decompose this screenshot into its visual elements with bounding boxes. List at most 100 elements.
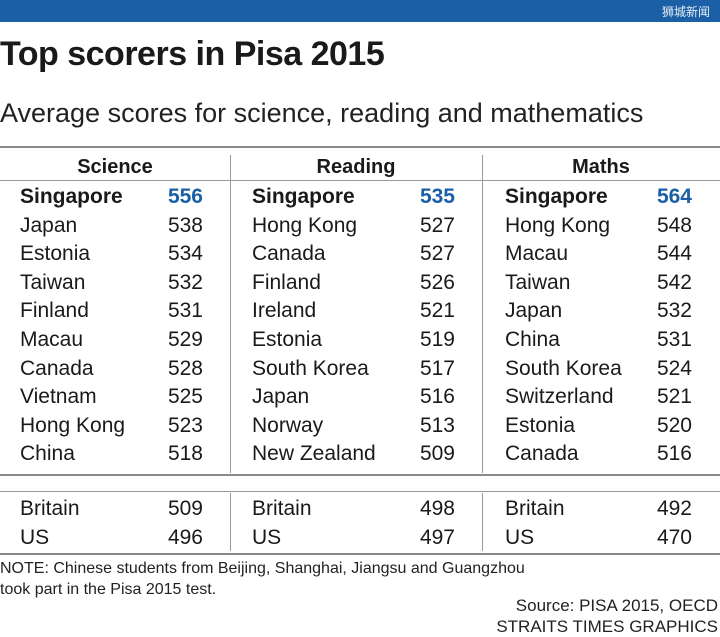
reading-score-value: 521 [419, 299, 455, 323]
top-color-bar [0, 0, 720, 22]
reading-row: Singapore 535 [252, 183, 455, 211]
maths-score-value: 470 [656, 525, 692, 549]
maths-score-value: 524 [656, 356, 692, 380]
maths-country-label: Canada [505, 442, 579, 466]
science-country-label: Vietnam [20, 385, 97, 409]
reading-country-label: South Korea [252, 356, 369, 380]
science-country-label: Macau [20, 328, 84, 351]
maths-score-value: 532 [656, 299, 692, 323]
reading-country-label: Canada [252, 242, 326, 266]
maths-row: China 531 [505, 326, 692, 354]
chart-subtitle: Average scores for science, reading and … [0, 98, 644, 128]
maths-country-label: Hong Kong [505, 213, 611, 237]
science-country-label: Britain [20, 497, 80, 520]
science-row: Britain 509 [20, 495, 203, 523]
column-divider-1-lower [230, 493, 231, 551]
science-row: Japan 538 [20, 212, 203, 240]
reading-row: Canada 527 [252, 240, 455, 268]
science-country-label: Japan [20, 213, 78, 237]
science-row: US 496 [20, 524, 203, 552]
science-row: Finland 531 [20, 297, 203, 325]
reading-country-label: Singapore [252, 185, 355, 208]
maths-row: Japan 532 [505, 297, 692, 325]
science-country-label: Finland [20, 299, 89, 323]
footnote-line-1: NOTE: Chinese students from Beijing, Sha… [0, 560, 525, 577]
science-row: Taiwan 532 [20, 269, 203, 297]
footnote-line-2: took part in the Pisa 2015 test. [0, 581, 217, 598]
maths-row: Estonia 520 [505, 412, 692, 440]
maths-row: Switzerland 521 [505, 383, 692, 411]
reading-country-label: New Zealand [252, 442, 376, 466]
column-divider-2-lower [482, 493, 483, 551]
science-row: Vietnam 525 [20, 383, 203, 411]
science-country-label: Taiwan [20, 270, 86, 294]
maths-row: Britain 492 [505, 495, 692, 523]
maths-row: South Korea 524 [505, 355, 692, 383]
reading-row: Japan 516 [252, 383, 455, 411]
footnote: NOTE: Chinese students from Beijing, Sha… [0, 558, 600, 600]
reading-score-value: 517 [419, 356, 455, 380]
maths-score-value: 531 [656, 328, 692, 351]
maths-row: Hong Kong 548 [505, 212, 692, 240]
maths-score-value: 564 [656, 185, 692, 208]
reading-score-value: 519 [419, 328, 455, 351]
reading-score-value: 527 [419, 213, 455, 237]
reading-row: US 497 [252, 524, 455, 552]
table-bottom-rule [0, 553, 720, 555]
maths-row: Singapore 564 [505, 183, 692, 211]
maths-row: Taiwan 542 [505, 269, 692, 297]
maths-country-label: Japan [505, 299, 563, 323]
column-divider-2 [482, 155, 483, 473]
reading-row: Ireland 521 [252, 297, 455, 325]
chart-title: Top scorers in Pisa 2015 [0, 35, 385, 73]
header-bottom-rule [0, 180, 720, 181]
science-country-label: US [20, 525, 50, 549]
science-row: Hong Kong 523 [20, 412, 203, 440]
maths-country-label: Estonia [505, 413, 576, 437]
maths-row: Canada 516 [505, 440, 692, 468]
reading-country-label: Finland [252, 270, 321, 294]
maths-column-header: Maths [572, 156, 630, 178]
science-country-label: Estonia [20, 242, 91, 266]
reading-score-value: 498 [419, 497, 455, 520]
reading-country-label: US [252, 525, 282, 549]
reading-country-label: Japan [252, 385, 310, 409]
maths-score-value: 544 [656, 242, 692, 266]
maths-country-label: Taiwan [505, 270, 571, 294]
source-credit: Source: PISA 2015, OECD STRAITS TIMES GR… [496, 595, 718, 637]
reading-row: Finland 526 [252, 269, 455, 297]
science-row: Estonia 534 [20, 240, 203, 268]
reading-country-label: Britain [252, 497, 312, 520]
reading-score-value: 497 [419, 525, 455, 549]
maths-score-value: 542 [656, 270, 692, 294]
science-score-value: 534 [167, 242, 203, 266]
maths-country-label: South Korea [505, 356, 622, 380]
maths-score-value: 548 [656, 213, 692, 237]
reading-row: Norway 513 [252, 412, 455, 440]
science-column-header: Science [77, 156, 153, 178]
science-country-label: Singapore [20, 185, 123, 208]
reading-score-value: 535 [419, 185, 455, 208]
science-score-value: 528 [167, 356, 203, 380]
ranking-bottom-rule [0, 474, 720, 476]
maths-row: US 470 [505, 524, 692, 552]
maths-row: Macau 544 [505, 240, 692, 268]
maths-country-label: US [505, 525, 535, 549]
science-country-label: China [20, 442, 75, 466]
reading-country-label: Norway [252, 413, 324, 437]
column-divider-1 [230, 155, 231, 473]
reading-row: New Zealand 509 [252, 440, 455, 468]
science-score-value: 531 [167, 299, 203, 323]
reading-score-value: 513 [419, 413, 455, 437]
reading-column-header: Reading [316, 156, 396, 178]
source-line-1: Source: PISA 2015, OECD [515, 596, 718, 615]
maths-country-label: China [505, 328, 560, 351]
science-row: China 518 [20, 440, 203, 468]
science-score-value: 523 [167, 413, 203, 437]
maths-country-label: Britain [505, 497, 565, 520]
science-score-value: 556 [167, 185, 203, 208]
reading-row: South Korea 517 [252, 355, 455, 383]
reading-country-label: Hong Kong [252, 213, 358, 237]
science-score-value: 496 [167, 525, 203, 549]
maths-score-value: 516 [656, 442, 692, 466]
